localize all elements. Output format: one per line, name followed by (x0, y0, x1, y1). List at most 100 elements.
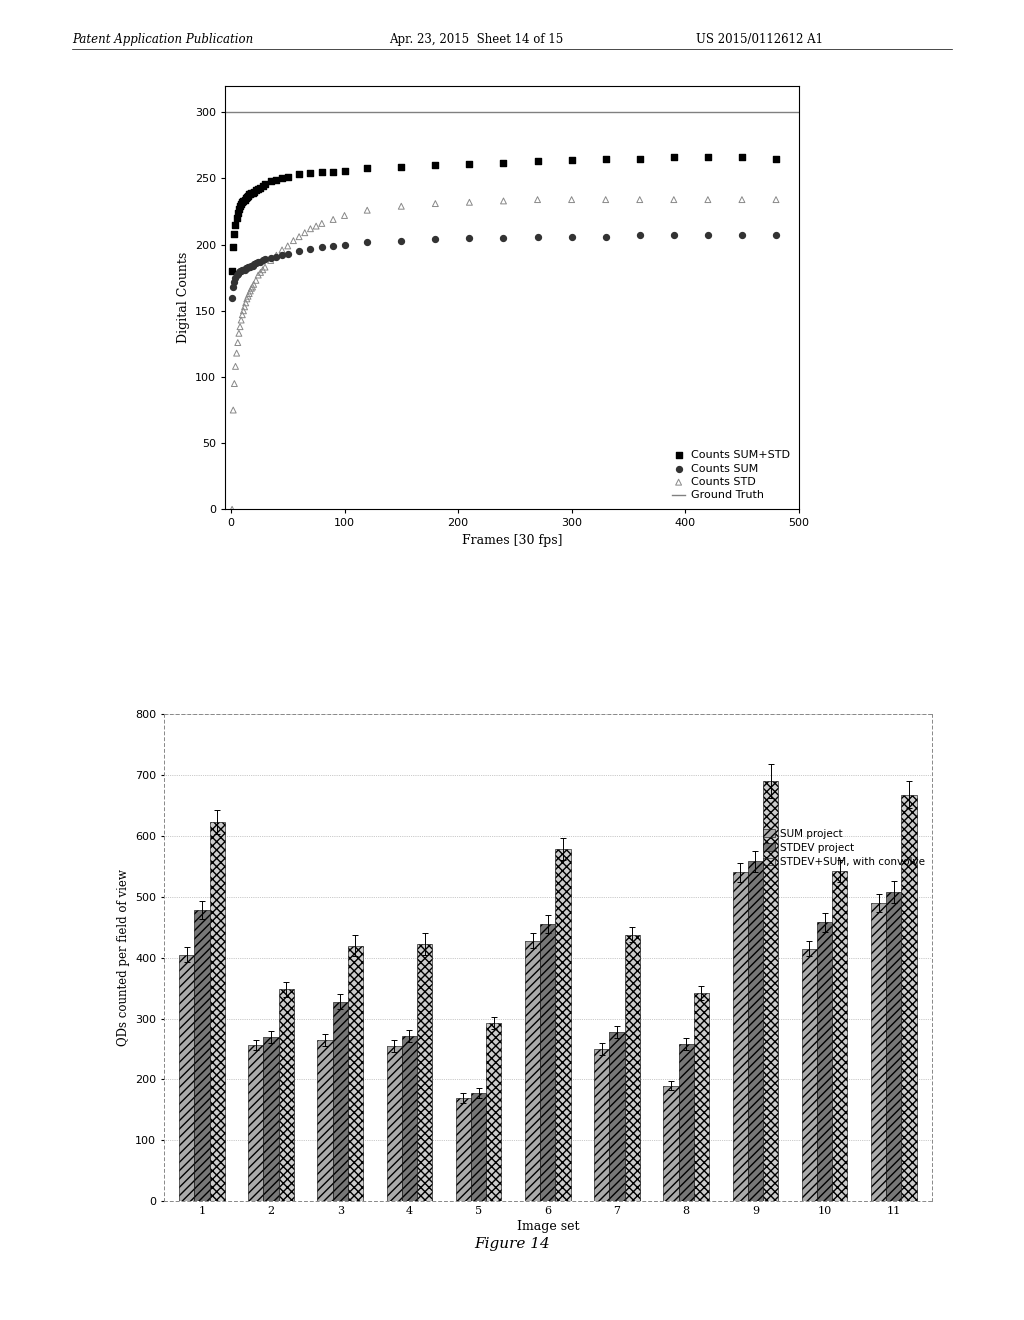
Bar (525, 941, 541, 1201)
Counts SUM (427, 228, 443, 249)
Counts STD (255, 259, 271, 280)
Counts SUM+STD (245, 182, 261, 203)
Counts SUM+STD (291, 164, 307, 185)
Counts SUM (248, 252, 264, 273)
Counts SUM (280, 243, 296, 264)
Counts SUM (336, 234, 352, 255)
Text: US 2015/0112612 A1: US 2015/0112612 A1 (696, 33, 823, 46)
Counts SUM (238, 257, 254, 279)
Counts STD (563, 189, 580, 210)
Counts SUM+STD (734, 147, 751, 168)
Bar (679, 1044, 694, 1201)
Counts SUM+STD (325, 161, 341, 182)
Bar (763, 781, 778, 1201)
Counts SUM+STD (768, 148, 784, 169)
Counts SUM (239, 257, 255, 279)
Counts STD (280, 235, 296, 256)
Counts SUM+STD (231, 195, 248, 216)
Counts STD (229, 333, 246, 354)
Counts SUM+STD (234, 191, 251, 213)
Counts STD (268, 244, 285, 265)
Counts STD (246, 273, 262, 294)
X-axis label: Image set: Image set (516, 1220, 580, 1233)
Counts SUM+STD (563, 149, 580, 170)
Counts SUM+STD (496, 152, 512, 173)
Counts SUM+STD (262, 170, 279, 191)
Counts SUM+STD (255, 176, 271, 197)
Legend: Counts SUM+STD, Counts SUM, Counts STD, Ground Truth: Counts SUM+STD, Counts SUM, Counts STD, … (669, 447, 794, 504)
Text: Patent Application Publication: Patent Application Publication (72, 33, 253, 46)
Counts STD (359, 199, 376, 220)
Counts SUM (325, 235, 341, 256)
Counts SUM (666, 224, 682, 246)
Counts STD (286, 230, 302, 251)
Bar (263, 1036, 279, 1201)
Counts SUM+STD (336, 160, 352, 181)
Bar (179, 954, 195, 1201)
Counts SUM+STD (226, 223, 243, 244)
Counts SUM+STD (699, 147, 716, 168)
Bar (541, 924, 555, 1201)
Counts STD (632, 189, 648, 210)
Bar (901, 795, 916, 1201)
Bar (802, 949, 817, 1201)
Counts SUM+STD (246, 181, 262, 202)
Counts STD (248, 269, 264, 290)
Counts SUM+STD (632, 148, 648, 169)
Text: Figure 14: Figure 14 (474, 1237, 550, 1251)
Counts STD (302, 218, 318, 239)
Counts STD (244, 277, 260, 298)
Counts STD (336, 205, 352, 226)
Counts SUM+STD (273, 168, 290, 189)
Bar (317, 1040, 333, 1201)
Counts STD (597, 189, 613, 210)
Bar (555, 849, 570, 1201)
Counts SUM+STD (280, 166, 296, 187)
Counts SUM+STD (257, 173, 273, 194)
Counts STD (224, 499, 241, 520)
Counts SUM (237, 259, 253, 280)
Counts STD (226, 374, 243, 395)
Counts SUM+STD (597, 148, 613, 169)
Counts STD (230, 322, 247, 343)
Counts SUM (226, 271, 243, 292)
Counts SUM+STD (427, 154, 443, 176)
Text: Apr. 23, 2015  Sheet 14 of 15: Apr. 23, 2015 Sheet 14 of 15 (389, 33, 563, 46)
Counts SUM+STD (393, 156, 410, 177)
Counts STD (313, 213, 330, 234)
Bar (210, 822, 224, 1201)
Counts SUM (359, 231, 376, 252)
Counts SUM+STD (268, 169, 285, 190)
Bar (387, 1045, 401, 1201)
Counts SUM (230, 261, 247, 282)
Counts SUM+STD (228, 207, 245, 228)
Counts STD (238, 292, 254, 313)
Y-axis label: QDs counted per field of view: QDs counted per field of view (117, 870, 129, 1047)
Bar (817, 923, 833, 1201)
Counts SUM (262, 247, 279, 268)
Counts SUM (233, 260, 250, 281)
Counts STD (233, 309, 250, 330)
Counts SUM (236, 259, 252, 280)
Counts SUM (244, 255, 260, 276)
Counts SUM (496, 227, 512, 248)
Counts STD (461, 191, 477, 213)
Counts SUM+STD (242, 183, 258, 205)
Counts SUM (273, 244, 290, 265)
Counts STD (231, 315, 248, 337)
Bar (471, 1093, 486, 1201)
Bar (609, 1032, 625, 1201)
Counts STD (227, 356, 244, 378)
Bar (279, 990, 294, 1201)
Counts STD (241, 282, 257, 304)
Counts SUM+STD (238, 187, 254, 209)
Counts SUM (228, 264, 245, 285)
Counts STD (240, 285, 256, 306)
Bar (694, 993, 709, 1201)
Counts SUM (768, 224, 784, 246)
Counts STD (252, 261, 268, 282)
Counts SUM (699, 224, 716, 246)
Counts SUM (268, 246, 285, 267)
Counts STD (496, 190, 512, 211)
Counts STD (291, 226, 307, 247)
